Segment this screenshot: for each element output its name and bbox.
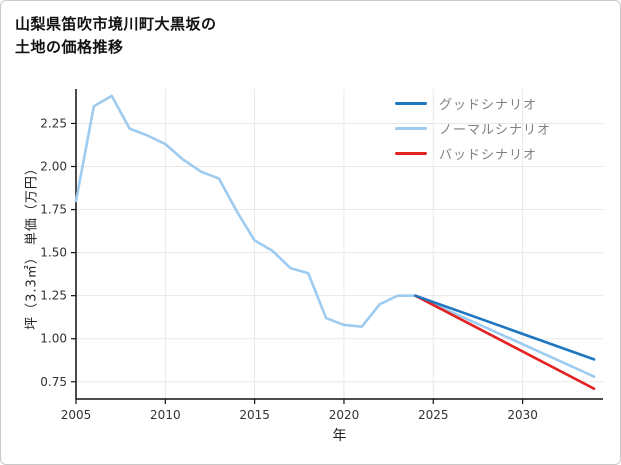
svg-text:2005: 2005	[61, 408, 92, 422]
svg-text:2015: 2015	[239, 408, 270, 422]
svg-text:2025: 2025	[418, 408, 449, 422]
svg-text:1.50: 1.50	[40, 246, 67, 260]
legend-label-good-scenario: グッドシナリオ	[439, 97, 538, 113]
legend-label-normal-scenario: ノーマルシナリオ	[439, 122, 552, 138]
legend-item-bad-scenario: バッドシナリオ	[395, 145, 551, 163]
legend-swatch-normal-scenario	[395, 126, 427, 130]
svg-text:2010: 2010	[150, 408, 181, 422]
legend-swatch-bad-scenario	[395, 151, 427, 155]
legend-label-bad-scenario: バッドシナリオ	[439, 147, 538, 163]
legend-item-good-scenario: グッドシナリオ	[395, 95, 551, 113]
svg-text:2030: 2030	[507, 408, 538, 422]
svg-text:2.25: 2.25	[40, 116, 67, 130]
svg-text:2.00: 2.00	[40, 160, 67, 174]
y-axis-label: 坪（3.3㎡） 単価（万円）	[24, 161, 40, 330]
chart-title: 山梨県笛吹市境川町大黒坂の 土地の価格推移	[15, 15, 217, 57]
svg-text:0.75: 0.75	[40, 375, 67, 389]
svg-text:2020: 2020	[329, 408, 360, 422]
svg-text:1.25: 1.25	[40, 289, 67, 303]
svg-text:1.75: 1.75	[40, 203, 67, 217]
x-axis-label: 年	[332, 428, 347, 444]
legend-item-normal-scenario: ノーマルシナリオ	[395, 120, 552, 138]
svg-text:1.00: 1.00	[40, 332, 67, 346]
legend-swatch-good-scenario	[395, 101, 427, 105]
chart-legend: グッドシナリオ ノーマルシナリオ バッドシナリオ	[395, 95, 552, 163]
